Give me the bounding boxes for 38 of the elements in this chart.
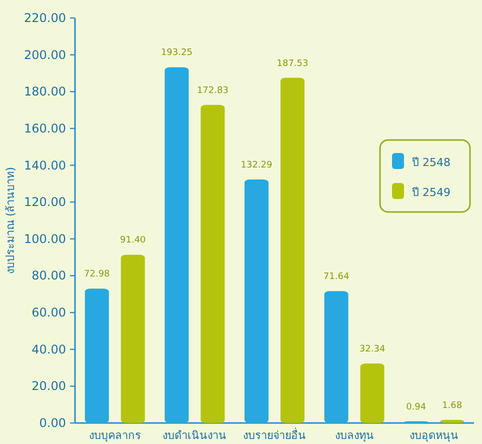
data-label: 132.29 bbox=[240, 160, 273, 170]
x-tick-label: งบรายจ่ายอื่น bbox=[243, 427, 306, 442]
bar bbox=[200, 104, 225, 423]
data-label: 71.64 bbox=[323, 272, 350, 282]
bar bbox=[84, 288, 109, 423]
y-tick-label: 80.00 bbox=[32, 268, 66, 283]
y-tick-label: 200.00 bbox=[24, 48, 66, 62]
bar bbox=[120, 254, 145, 423]
legend-label: ปี 2548 bbox=[411, 156, 450, 169]
data-label: 193.25 bbox=[160, 48, 192, 58]
bar bbox=[280, 78, 304, 423]
y-tick-label: 140.00 bbox=[24, 158, 66, 172]
y-tick-label: 100.00 bbox=[24, 232, 66, 246]
data-label: 187.53 bbox=[276, 58, 308, 69]
data-label: 0.94 bbox=[406, 402, 426, 412]
y-tick-label: 40.00 bbox=[32, 342, 66, 356]
x-tick-label: งบลงทุน bbox=[334, 429, 374, 442]
x-tick-label: งบดำเนินงาน bbox=[162, 429, 227, 442]
y-tick-label: 160.00 bbox=[24, 121, 66, 136]
x-tick-label: งบบุคลากร bbox=[88, 429, 141, 442]
bar bbox=[244, 179, 268, 423]
bar bbox=[164, 67, 189, 423]
data-label: 172.83 bbox=[196, 86, 228, 96]
y-tick-label: 220.00 bbox=[24, 11, 66, 25]
data-label: 72.98 bbox=[84, 270, 110, 280]
y-tick-label: 180.00 bbox=[24, 84, 66, 99]
x-tick-label: งบอุดหนุน bbox=[410, 429, 459, 442]
y-tick-label: 20.00 bbox=[32, 379, 66, 394]
y-axis-title: งบประมาณ (ล้านบาท) bbox=[4, 166, 17, 274]
y-tick-label: 60.00 bbox=[32, 306, 66, 320]
data-label: 91.40 bbox=[120, 236, 146, 246]
y-tick-label: 0.00 bbox=[39, 416, 66, 430]
bar bbox=[360, 363, 384, 423]
data-label: 32.34 bbox=[359, 344, 386, 354]
legend-label: ปี 2549 bbox=[411, 186, 450, 199]
y-tick-label: 120.00 bbox=[24, 195, 66, 210]
bar bbox=[324, 291, 348, 423]
data-label: 1.68 bbox=[442, 400, 462, 411]
